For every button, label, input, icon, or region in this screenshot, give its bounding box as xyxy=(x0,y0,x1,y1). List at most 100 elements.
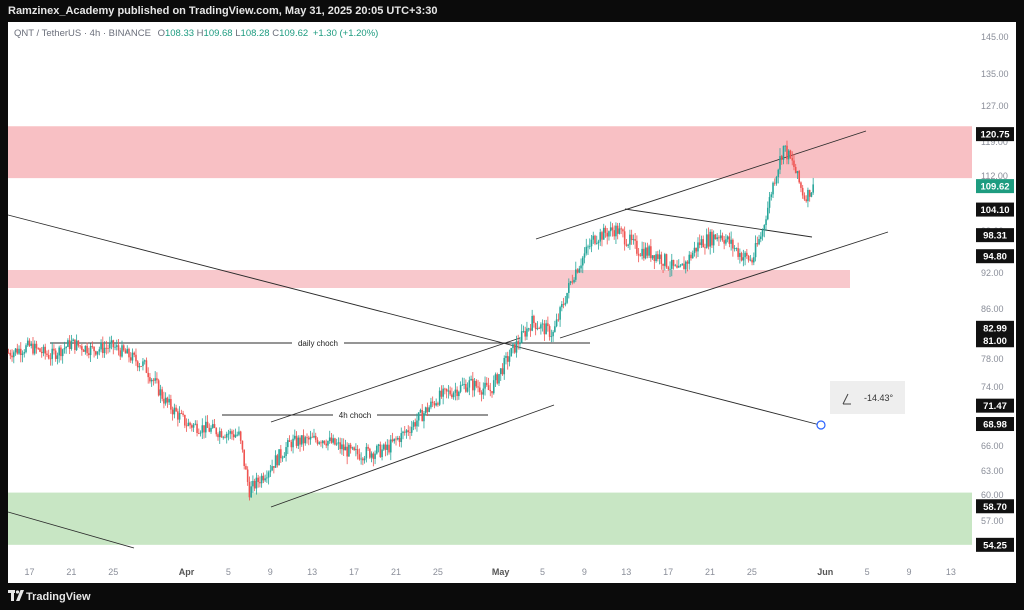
candle-body xyxy=(238,431,240,435)
candle-body xyxy=(547,323,549,327)
candle-body xyxy=(655,254,657,262)
candle-body xyxy=(695,247,698,252)
candle-body xyxy=(807,189,809,202)
candle-body xyxy=(107,348,109,349)
candle-body xyxy=(468,380,471,388)
candle-body xyxy=(274,455,277,468)
candle-body xyxy=(259,482,261,484)
x-tick-label: 9 xyxy=(906,567,911,577)
candle-body xyxy=(28,340,31,346)
candle-body xyxy=(459,385,462,392)
candle-body xyxy=(798,171,801,183)
candle-body xyxy=(571,281,574,283)
candle-body xyxy=(562,304,565,305)
candle-body xyxy=(260,475,263,484)
chart-panel[interactable] xyxy=(8,22,1016,583)
candle-body xyxy=(7,352,10,354)
candle-body xyxy=(360,458,362,460)
x-tick-label: 13 xyxy=(946,567,956,577)
candle-body xyxy=(749,259,752,261)
candle-body xyxy=(740,253,743,261)
candle-body xyxy=(362,458,364,461)
price-tag-label: 98.31 xyxy=(983,231,1007,242)
candle-body xyxy=(664,254,666,266)
candle-body xyxy=(264,478,266,481)
candle-body xyxy=(403,431,406,433)
candle-body xyxy=(252,480,254,487)
candle-body xyxy=(508,356,511,362)
candle-body xyxy=(140,366,143,367)
candle-body xyxy=(758,239,760,245)
candle-body xyxy=(273,466,275,468)
price-tag-label: 82.99 xyxy=(983,323,1007,334)
candle-body xyxy=(32,343,34,354)
candle-body xyxy=(657,254,659,259)
candle-body xyxy=(396,437,399,440)
candle-body xyxy=(615,225,617,237)
angle-measure-label: -14.43° xyxy=(864,393,894,403)
candle-body xyxy=(416,420,418,427)
candle-body xyxy=(690,254,692,259)
candle-body xyxy=(246,469,249,482)
candle-body xyxy=(383,444,385,450)
candle-body xyxy=(129,357,132,361)
candle-body xyxy=(721,235,724,241)
candle-body xyxy=(105,347,108,349)
candle-body xyxy=(295,435,298,446)
price-chart[interactable]: daily choch 4h choch -14.43° 145.00 135.00 12… xyxy=(0,0,1024,583)
candle-body xyxy=(629,234,631,245)
candle-body xyxy=(405,430,408,433)
candle-body xyxy=(128,348,130,358)
candle-body xyxy=(388,444,390,453)
high-label: H xyxy=(196,28,204,39)
candle-body xyxy=(271,466,273,471)
candle-body xyxy=(74,339,76,350)
candle-body xyxy=(297,437,300,446)
candle-body xyxy=(506,355,509,362)
candle-body xyxy=(499,368,502,375)
candle-body xyxy=(503,357,506,375)
price-tag xyxy=(976,179,1014,194)
candle-body xyxy=(42,346,45,354)
candle-body xyxy=(808,189,811,197)
price-tag xyxy=(976,228,1014,243)
candle-body xyxy=(136,361,139,368)
candle-body xyxy=(115,345,118,347)
x-tick-label: 9 xyxy=(582,567,587,577)
candle-body xyxy=(693,247,696,253)
zone-mid-resistance xyxy=(8,270,850,288)
candle-body xyxy=(103,347,106,354)
candle-body xyxy=(648,246,650,256)
x-tick-label: Apr xyxy=(179,567,195,577)
candle-body xyxy=(604,227,607,233)
candle-body xyxy=(660,254,663,264)
price-tag xyxy=(976,417,1014,432)
candle-body xyxy=(72,339,74,342)
x-tick-label: 25 xyxy=(108,567,118,577)
candle-body xyxy=(68,340,71,349)
candle-body xyxy=(726,236,729,240)
candle-body xyxy=(630,234,633,241)
candle-body xyxy=(269,470,272,473)
zone-support xyxy=(8,492,972,545)
candle-body xyxy=(95,351,97,355)
candle-body xyxy=(569,281,572,284)
candle-body xyxy=(189,422,191,426)
candle-body xyxy=(735,248,738,249)
x-tick-label: 21 xyxy=(391,567,401,577)
candle-body xyxy=(414,422,417,427)
candle-body xyxy=(498,374,500,384)
candle-body xyxy=(760,236,762,240)
candle-body xyxy=(108,343,111,349)
price-tag xyxy=(976,398,1014,413)
candle-body xyxy=(334,438,336,445)
candle-body xyxy=(86,345,88,354)
candle-body xyxy=(26,340,29,346)
candle-body xyxy=(131,352,134,361)
candle-body xyxy=(646,247,649,256)
high-value: 109.68 xyxy=(203,28,233,39)
candle-body xyxy=(543,323,546,335)
candle-body xyxy=(505,355,507,358)
candle-body xyxy=(541,323,544,325)
candle-body xyxy=(349,444,352,449)
